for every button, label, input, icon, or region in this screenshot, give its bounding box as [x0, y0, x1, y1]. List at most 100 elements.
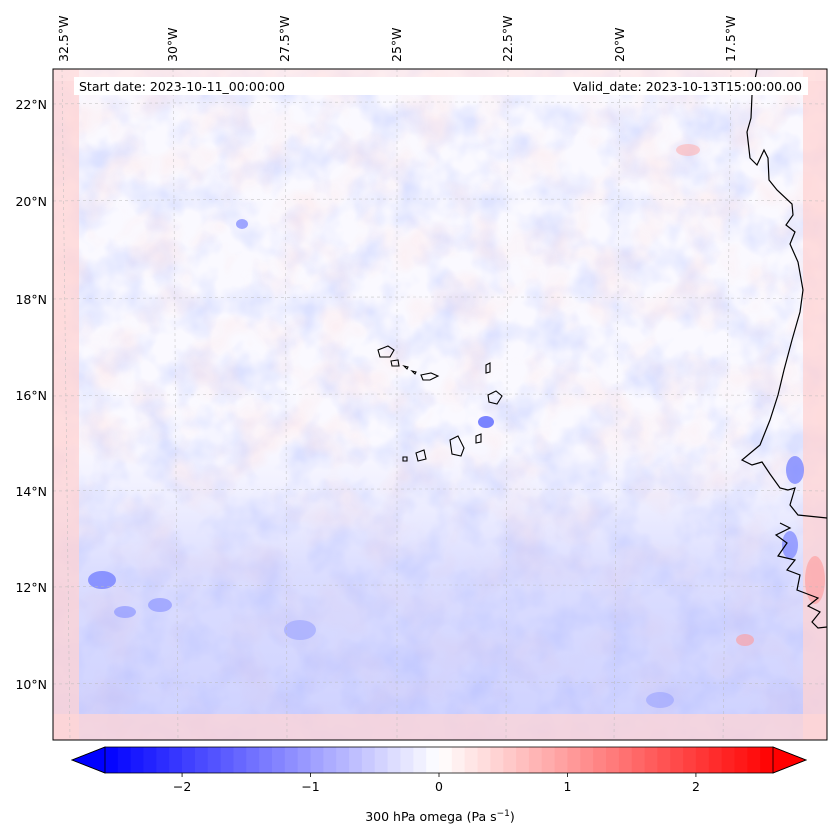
- boundary-west: [53, 69, 79, 740]
- longitude-labels: 32.5°W 30°W 27.5°W 25°W 22.5°W 20°W 17.5…: [56, 16, 738, 62]
- colorbar-cell: [708, 747, 723, 773]
- descent-blob: [805, 556, 825, 604]
- latitude-labels: 22°N 20°N 18°N 16°N 14°N 12°N 10°N: [15, 97, 47, 692]
- gridlines: [53, 69, 827, 740]
- colorbar-cell: [695, 747, 710, 773]
- colorbar-cell: [554, 747, 568, 773]
- colorbar-cell: [670, 747, 684, 773]
- colorbar-cell: [400, 747, 414, 773]
- colorbar-cell: [361, 747, 376, 773]
- colorbar-cell: [156, 747, 170, 773]
- colorbar-tick-label: 1: [563, 779, 571, 794]
- lon-label: 32.5°W: [56, 16, 71, 62]
- lat-label: 22°N: [15, 97, 47, 112]
- colorbar-cell: [477, 747, 491, 773]
- colorbar-cell: [747, 747, 761, 773]
- colorbar-cell: [246, 747, 260, 773]
- colorbar-cell: [284, 747, 299, 773]
- colorbar-cell: [760, 747, 774, 773]
- lat-label: 20°N: [15, 194, 47, 209]
- colorbar-extend-low: [70, 746, 106, 774]
- map-panel: Start date: 2023-10-11_00:00:00 Valid_da…: [53, 69, 827, 740]
- colorbar-cell: [323, 747, 337, 773]
- colorbar-cell: [310, 747, 324, 773]
- colorbar-cell: [644, 747, 658, 773]
- colorbar-cell: [413, 747, 427, 773]
- colorbar-cell: [259, 747, 273, 773]
- colorbar-cell: [105, 747, 119, 773]
- boundary-east: [803, 69, 827, 740]
- colorbar-cell: [490, 747, 504, 773]
- colorbar-cell: [618, 747, 633, 773]
- colorbar-cell: [734, 747, 748, 773]
- lon-label: 30°W: [165, 27, 180, 62]
- colorbar-outline: [70, 746, 808, 774]
- ascent-blob: [88, 571, 116, 589]
- colorbar-cell: [528, 747, 543, 773]
- start-date-label: Start date: 2023-10-11_00:00:00: [79, 79, 285, 94]
- ascent-blob: [284, 620, 316, 640]
- lat-label: 16°N: [15, 388, 47, 403]
- colorbar-cell: [272, 747, 286, 773]
- colorbar-cell: [297, 747, 311, 773]
- ascent-blob: [114, 606, 136, 618]
- descent-blob: [676, 144, 700, 156]
- colorbar-cell: [683, 747, 697, 773]
- boundary-south: [53, 714, 827, 740]
- colorbar-tick-label: 0: [435, 779, 443, 794]
- map-frame: [52, 68, 828, 741]
- colorbar-cell: [220, 747, 234, 773]
- colorbar-cell: [464, 747, 478, 773]
- colorbar-label: 300 hPa omega (Pa s−1): [365, 809, 515, 824]
- colorbar-cell: [374, 747, 389, 773]
- colorbar-cell: [387, 747, 401, 773]
- colorbar-extend-high: [772, 746, 808, 774]
- colorbar-cell: [657, 747, 671, 773]
- lon-label: 25°W: [389, 27, 404, 62]
- colorbar-cell: [143, 747, 157, 773]
- colorbar-tick-label: 2: [692, 779, 700, 794]
- africa-coastline: [740, 69, 827, 629]
- colorbar-cell: [130, 747, 144, 773]
- ascent-blob: [646, 692, 674, 708]
- colorbar-tick-label: −1: [301, 779, 319, 794]
- colorbar-cell: [349, 747, 363, 773]
- descent-blob: [736, 634, 754, 646]
- colorbar-cell: [541, 747, 556, 773]
- colorbar-cell: [117, 747, 132, 773]
- colorbar-cell: [721, 747, 735, 773]
- colorbar-cell: [593, 747, 607, 773]
- colorbar-cell: [207, 747, 222, 773]
- cape-verde-islands: [377, 345, 503, 462]
- colorbar-cell: [169, 747, 183, 773]
- colorbar-cell: [233, 747, 247, 773]
- lon-label: 20°W: [612, 27, 627, 62]
- lat-label: 14°N: [15, 484, 47, 499]
- colorbar-cell: [194, 747, 209, 773]
- lat-label: 18°N: [15, 292, 47, 307]
- colorbar-ticks: −2 −1 0 1 2: [173, 773, 700, 794]
- colorbar: −2 −1 0 1 2 300 hPa omega (Pa s−1): [70, 746, 808, 824]
- colorbar-cell: [182, 747, 196, 773]
- colorbar-cell: [567, 747, 581, 773]
- colorbar-cell: [631, 747, 645, 773]
- colorbar-cell: [451, 747, 466, 773]
- ascent-blob: [478, 416, 494, 428]
- colorbar-cell: [516, 747, 530, 773]
- colorbar-cell: [439, 747, 453, 773]
- ascent-blob: [148, 598, 172, 612]
- lon-label: 17.5°W: [723, 16, 738, 62]
- colorbar-cell: [503, 747, 517, 773]
- header-strip: [74, 77, 808, 95]
- lon-label: 27.5°W: [277, 16, 292, 62]
- colorbar-cell: [336, 747, 350, 773]
- ascent-blob: [236, 219, 248, 229]
- colorbar-cell: [606, 747, 620, 773]
- colorbar-cell: [426, 747, 440, 773]
- omega-south-ascent: [53, 69, 827, 740]
- lat-label: 10°N: [15, 677, 47, 692]
- lat-label: 12°N: [15, 580, 47, 595]
- ascent-blob: [786, 456, 804, 484]
- lon-label: 22.5°W: [500, 16, 515, 62]
